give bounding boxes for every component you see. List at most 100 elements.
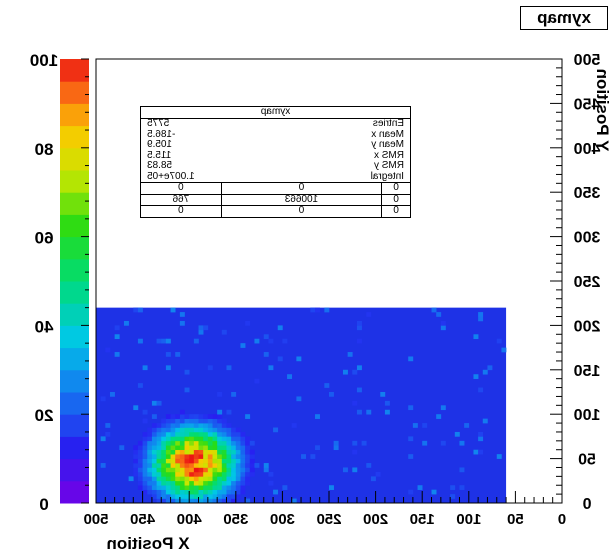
- colorbar-segment: [60, 125, 89, 149]
- heatmap-cell: [133, 458, 139, 464]
- heatmap-cell: [189, 427, 195, 433]
- stats-grid-cell: 0: [221, 205, 382, 217]
- heatmap-cell: [198, 463, 204, 468]
- heatmap-cell: [193, 427, 199, 433]
- heatmap-cell: [268, 480, 274, 486]
- heatmap-cell: [151, 440, 157, 446]
- heatmap-cell: [161, 449, 167, 455]
- heatmap-cell: [142, 449, 148, 455]
- stats-box: xymap Entries 5775 Mean x -186.5 Mean y 105.9…: [140, 106, 411, 218]
- heatmap-cell: [231, 454, 237, 459]
- heatmap-cell: [212, 449, 218, 455]
- heatmap-cell: [137, 467, 143, 473]
- heatmap-cell: [189, 440, 195, 446]
- heatmap-cell: [226, 494, 232, 499]
- colorbar-tick-label: 80: [35, 140, 54, 159]
- heatmap-cell: [156, 471, 162, 477]
- heatmap-cell: [212, 467, 218, 473]
- heatmap-cell: [207, 440, 213, 446]
- heatmap-cell: [189, 498, 195, 504]
- heatmap-cell: [240, 440, 246, 446]
- stats-grid-cell: 0: [141, 182, 222, 194]
- heatmap-cell: [184, 480, 190, 486]
- heatmap-cell: [352, 440, 358, 446]
- heatmap-cell: [231, 489, 237, 495]
- heatmap-cell: [147, 471, 153, 477]
- heatmap-cell: [170, 445, 176, 451]
- heatmap-cell: [114, 334, 120, 340]
- heatmap-cell: [207, 431, 213, 437]
- heatmap-cell: [156, 400, 162, 406]
- heatmap-cell: [184, 471, 190, 477]
- colorbar-segment: [60, 81, 89, 104]
- heatmap-cell: [170, 454, 176, 459]
- heatmap-cell: [235, 454, 241, 459]
- heatmap-cell: [235, 440, 241, 446]
- colorbar-segment: [60, 369, 89, 393]
- heatmap-cell: [203, 325, 209, 331]
- heatmap-cell: [482, 369, 488, 375]
- y-axis-label: Y Position: [593, 69, 612, 152]
- heatmap-cell: [170, 476, 176, 482]
- heatmap-cell: [165, 476, 171, 482]
- heatmap-cell: [161, 445, 167, 451]
- heatmap-cell: [184, 423, 190, 428]
- heatmap-cell: [207, 418, 213, 424]
- heatmap-cell: [133, 467, 139, 473]
- heatmap-cell: [184, 445, 190, 451]
- heatmap-cell: [226, 476, 232, 482]
- heatmap-cell: [147, 431, 153, 437]
- heatmap-cell: [142, 409, 148, 415]
- heatmap-cell: [226, 365, 232, 371]
- x-tick-label: 300: [270, 511, 295, 528]
- heatmap-cell: [133, 449, 139, 455]
- heatmap-cell: [161, 489, 167, 495]
- heatmap-cell: [175, 352, 181, 357]
- heatmap-cell: [408, 436, 414, 442]
- heatmap-cell: [170, 485, 176, 490]
- heatmap-cell: [217, 471, 223, 477]
- heatmap-cell: [137, 338, 143, 344]
- heatmap-cell: [170, 427, 176, 433]
- heatmap-cell: [310, 454, 316, 459]
- heatmap-cell: [217, 489, 223, 495]
- heatmap-cell: [212, 431, 218, 437]
- heatmap-cell: [221, 440, 227, 446]
- heatmap-cell: [496, 454, 502, 459]
- heatmap-cell: [133, 405, 139, 411]
- colorbar-segment: [60, 236, 89, 260]
- heatmap-cell: [226, 436, 232, 442]
- heatmap-cell: [175, 445, 181, 451]
- heatmap-cell: [184, 440, 190, 446]
- heatmap-cell: [170, 463, 176, 468]
- heatmap-cell: [245, 480, 251, 486]
- heatmap-cell: [161, 476, 167, 482]
- heatmap-cell: [408, 489, 414, 495]
- heatmap-cell: [147, 427, 153, 433]
- heatmap-cell: [249, 454, 255, 459]
- heatmap-cell: [133, 471, 139, 477]
- heatmap-cell: [231, 498, 237, 504]
- heatmap-cell: [198, 467, 204, 473]
- heatmap-cell: [198, 476, 204, 482]
- heatmap-cell: [165, 489, 171, 495]
- heatmap-cell: [142, 467, 148, 473]
- heatmap-cell: [226, 498, 232, 504]
- heatmap-cell: [203, 463, 209, 468]
- heatmap-cell: [179, 489, 185, 495]
- heatmap-cell: [226, 427, 232, 433]
- heatmap-cell: [137, 440, 143, 446]
- colorbar-segment: [60, 458, 89, 482]
- heatmap-cell: [184, 387, 190, 393]
- y-tick-label: 0: [582, 496, 591, 513]
- heatmap-cell: [170, 418, 176, 424]
- heatmap-cell: [161, 463, 167, 468]
- heatmap-cell: [375, 471, 381, 477]
- heatmap-cell: [217, 418, 223, 424]
- heatmap-cell: [431, 307, 437, 313]
- heatmap-cell: [231, 485, 237, 490]
- x-tick-label: 400: [177, 511, 202, 528]
- heatmap-cell: [226, 454, 232, 459]
- heatmap-cell: [356, 338, 362, 344]
